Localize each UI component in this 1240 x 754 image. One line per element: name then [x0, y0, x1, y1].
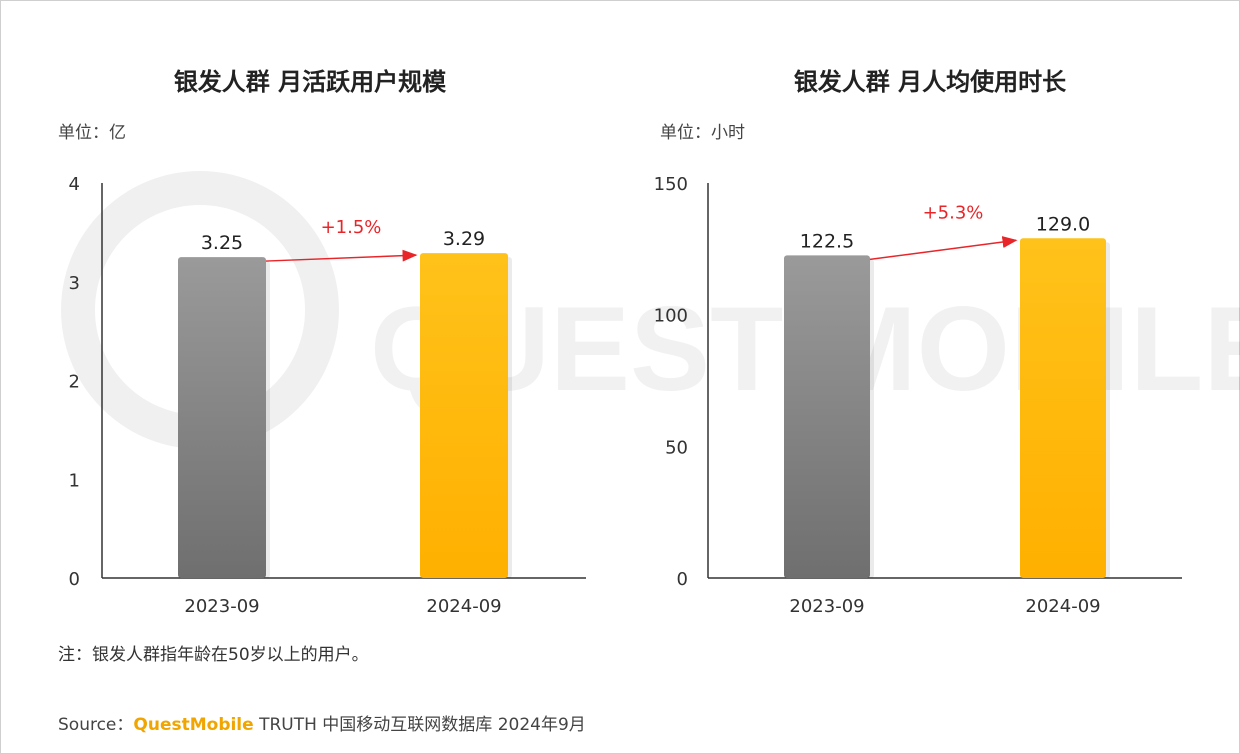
y-tick-label: 100 — [654, 306, 688, 327]
source-suffix: TRUTH 中国移动互联网数据库 2024年9月 — [253, 715, 586, 735]
growth-arrow — [869, 236, 1018, 261]
bar-value-label: 129.0 — [1036, 213, 1090, 235]
y-tick-label: 2 — [69, 372, 80, 393]
y-tick-label: 3 — [69, 273, 80, 294]
source-brand: QuestMobile — [133, 715, 254, 735]
x-tick-label: 2023-09 — [184, 596, 259, 617]
bar-value-label: 3.25 — [201, 232, 243, 254]
x-tick-label: 2023-09 — [789, 596, 864, 617]
bar-2024-09 — [420, 253, 508, 579]
bar-value-label: 122.5 — [800, 230, 854, 252]
bar-value-label: 3.29 — [443, 228, 485, 250]
growth-arrow — [265, 249, 418, 262]
y-tick-label: 4 — [69, 174, 80, 195]
bar-2024-09 — [1020, 238, 1106, 579]
growth-label: +5.3% — [923, 202, 984, 223]
y-tick-label: 50 — [665, 437, 688, 458]
x-tick-label: 2024-09 — [1025, 596, 1100, 617]
y-tick-label: 0 — [677, 569, 688, 590]
unit-label-mau: 单位：亿 — [58, 123, 126, 143]
y-tick-label: 1 — [69, 470, 80, 491]
chart-title-mau: 银发人群 月活跃用户规模 — [173, 68, 447, 96]
chart-title-usage: 银发人群 月人均使用时长 — [793, 68, 1067, 96]
x-tick-label: 2024-09 — [426, 596, 501, 617]
y-tick-label: 150 — [654, 174, 688, 195]
unit-label-usage: 单位：小时 — [660, 123, 745, 143]
y-tick-label: 0 — [69, 569, 80, 590]
footnote: 注：银发人群指年龄在50岁以上的用户。 — [58, 645, 369, 665]
growth-label: +1.5% — [321, 217, 382, 238]
source-prefix: Source： — [58, 715, 134, 735]
bar-2023-09 — [784, 255, 870, 578]
source-line: Source：QuestMobile TRUTH 中国移动互联网数据库 2024… — [58, 710, 586, 735]
bar-2023-09 — [178, 257, 266, 578]
